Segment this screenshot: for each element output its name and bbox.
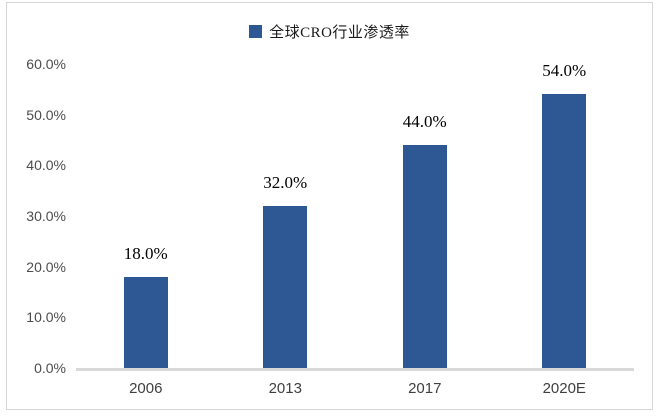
data-label-2013: 32.0% <box>263 172 308 192</box>
bar-2020E <box>542 94 587 368</box>
legend: 全球CRO行业渗透率 <box>0 22 659 41</box>
y-axis-tick-label: 10.0% <box>26 309 66 326</box>
x-axis-label-2017: 2017 <box>408 380 442 397</box>
data-label-2020E: 54.0% <box>542 61 587 81</box>
x-axis-label-2020E: 2020E <box>542 380 586 397</box>
y-axis-tick-label: 60.0% <box>26 56 66 72</box>
y-axis-tick-label: 0.0% <box>34 360 66 376</box>
bar-2013 <box>263 205 308 368</box>
data-label-2006: 18.0% <box>123 243 168 263</box>
y-axis-tick-label: 50.0% <box>26 106 66 123</box>
y-axis-tick-label: 40.0% <box>26 157 66 174</box>
x-axis-label-2006: 2006 <box>129 380 163 397</box>
y-axis-tick-label: 30.0% <box>26 208 66 224</box>
bar-2006 <box>123 276 168 368</box>
legend-swatch-icon <box>249 24 263 38</box>
bar-2017 <box>402 145 447 368</box>
x-axis-label-2013: 2013 <box>268 380 302 397</box>
data-label-2017: 44.0% <box>402 112 447 132</box>
x-axis-line <box>76 368 634 371</box>
legend-label: 全球CRO行业渗透率 <box>269 24 410 41</box>
y-axis-tick-label: 20.0% <box>26 258 66 275</box>
